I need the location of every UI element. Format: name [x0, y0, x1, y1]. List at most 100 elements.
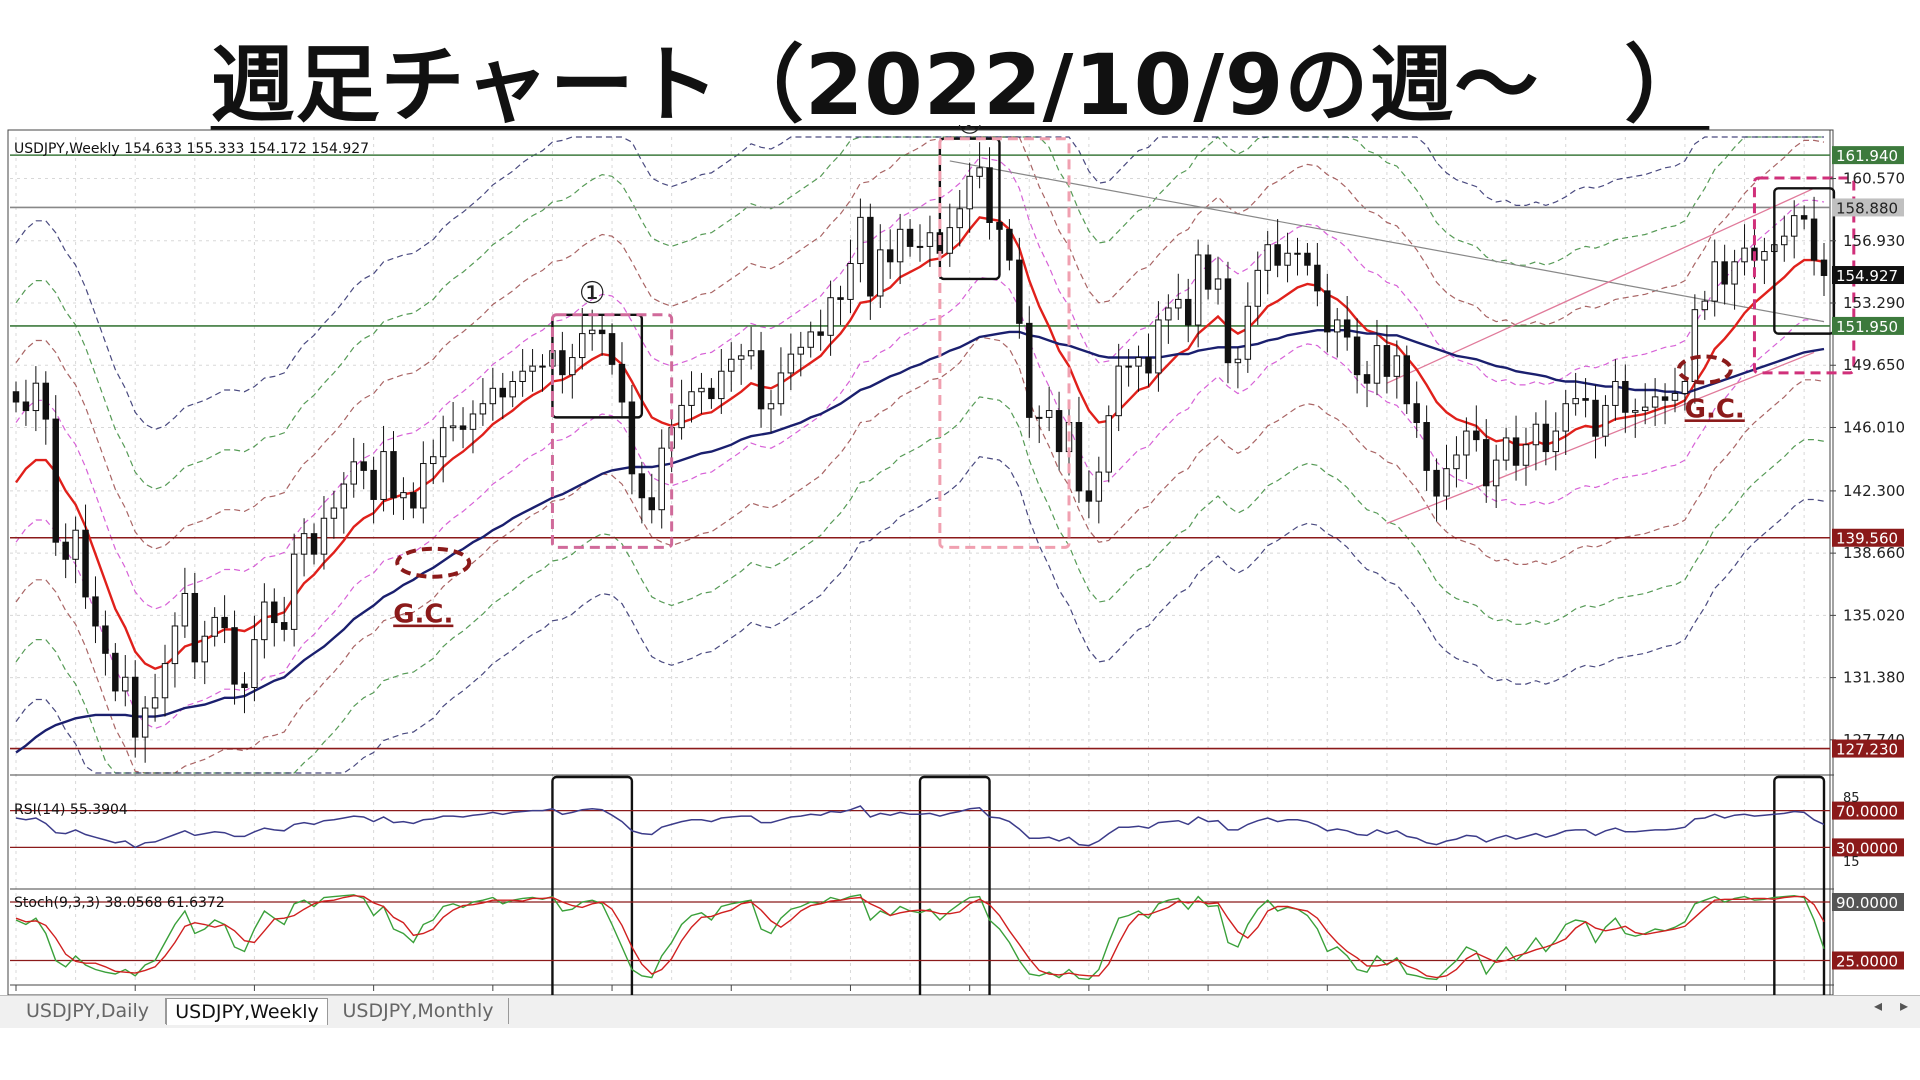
candle-body [896, 228, 904, 263]
candle-body [1333, 319, 1341, 333]
scroll-left-icon[interactable]: ◂ [1873, 996, 1882, 1015]
candle-body [797, 346, 805, 355]
candle-body [459, 425, 467, 430]
rsi-level-label: 30.0000 [1836, 839, 1898, 857]
candle-body [1145, 357, 1152, 374]
candle-body [1413, 403, 1420, 424]
candle-body [489, 387, 497, 405]
rsi-level-box [1832, 838, 1904, 857]
stoch-level-box [1832, 951, 1904, 970]
y-tick-label: 131.380 [1843, 669, 1905, 687]
highlight-box-3 [1773, 187, 1836, 335]
candle-body [1781, 235, 1788, 246]
ma-slow-line [15, 329, 1825, 754]
candle-body [1324, 290, 1331, 333]
candle-body [1115, 365, 1122, 417]
price-level-label: 158.880 [1836, 199, 1898, 217]
candle-body [777, 372, 785, 405]
candle-body [330, 507, 338, 519]
candle-body [1274, 244, 1281, 266]
candle-body [579, 333, 586, 359]
tab-daily[interactable]: USDJPY,Daily [10, 998, 166, 1024]
scroll-right-icon[interactable]: ▸ [1899, 996, 1908, 1015]
stoch-level-label: 90.0000 [1836, 894, 1898, 912]
candle-body [1184, 298, 1192, 326]
candle-body [946, 227, 954, 254]
tab-weekly[interactable]: USDJPY,Weekly [166, 998, 328, 1025]
candle-body [519, 370, 526, 382]
price-level-box [1832, 266, 1904, 285]
candle-body [400, 492, 407, 499]
stoch-panel: 90.0000 25.0000 [10, 893, 1904, 981]
candle-body [867, 216, 874, 297]
candle-body [92, 596, 99, 627]
page-title: 週足チャート（2022/10/9の週〜 ） [0, 18, 1920, 139]
candle-body [1393, 355, 1401, 377]
candle-body [1502, 437, 1510, 461]
candle-body [271, 601, 278, 624]
candle-body [1284, 252, 1291, 266]
candle-body [1433, 469, 1440, 497]
candle-body [767, 403, 775, 410]
candle-body [320, 517, 328, 555]
candle-body [539, 365, 546, 368]
horizontal-levels [10, 154, 1830, 750]
candle-body [1403, 355, 1411, 405]
candle-body [817, 331, 824, 336]
candle-body [827, 297, 834, 336]
candle-body [1095, 471, 1103, 502]
candle-body [1701, 300, 1709, 311]
tab-bar: USDJPY,Daily USDJPY,Weekly USDJPY,Monthl… [0, 995, 1920, 1028]
candle-body [191, 592, 199, 663]
candle-body [877, 249, 884, 297]
y-axis: 160.570 156.930 153.290 149.650 146.010 142.3… [1830, 146, 1905, 759]
candle-body [449, 425, 457, 429]
candle-body [1045, 410, 1053, 418]
candle-body [82, 529, 89, 598]
candle-body [747, 350, 755, 357]
envelope-line [15, 136, 1825, 550]
price-level-box [1832, 528, 1904, 547]
stoch-level-label: 25.0000 [1836, 953, 1898, 971]
candle-body [1383, 345, 1391, 377]
candle-body [1423, 422, 1430, 471]
candle-body [976, 167, 983, 177]
candle-body [1711, 261, 1718, 302]
envelope-line [15, 456, 1825, 774]
candle-body [708, 387, 715, 400]
candle-body [161, 663, 169, 699]
candle-body [857, 216, 864, 265]
candle-body [688, 391, 695, 406]
candle-body [181, 592, 189, 627]
candle-body [1026, 322, 1033, 418]
golden-cross-label-1: G.C. [393, 600, 453, 630]
y-tick-label: 142.300 [1843, 482, 1905, 500]
rsi-line [15, 805, 1825, 849]
candle-body [1204, 254, 1212, 290]
candle-body [1343, 319, 1351, 338]
candle-body [1582, 398, 1589, 401]
candle-body [1810, 218, 1818, 261]
y-tick-label: 146.010 [1843, 418, 1905, 436]
tab-monthly[interactable]: USDJPY,Monthly [328, 998, 509, 1024]
trendlines [949, 160, 1825, 524]
candle-body [628, 401, 636, 475]
candle-body [1155, 319, 1162, 374]
channel-line [1386, 187, 1815, 384]
candle-body [1761, 251, 1768, 261]
chart-area: ①②G.C.G.C. 160.570156.930153.290149.6501… [0, 107, 1920, 1030]
candle-body [1671, 392, 1679, 401]
candle-body [906, 228, 914, 247]
stoch-label: Stoch(9,3,3) 38.0568 61.6372 [14, 895, 225, 911]
candle-body [1790, 215, 1798, 237]
rsi-label: RSI(14) 55.3904 [14, 802, 128, 818]
candle-body [1622, 380, 1629, 413]
candles [12, 142, 1828, 763]
candle-body [1443, 468, 1450, 497]
candle-body [886, 249, 894, 263]
candle-body [598, 329, 606, 335]
rsi-level-label: 70.0000 [1836, 803, 1898, 821]
candle-body [916, 245, 924, 248]
candle-body [12, 391, 20, 403]
candle-body [1800, 215, 1808, 220]
